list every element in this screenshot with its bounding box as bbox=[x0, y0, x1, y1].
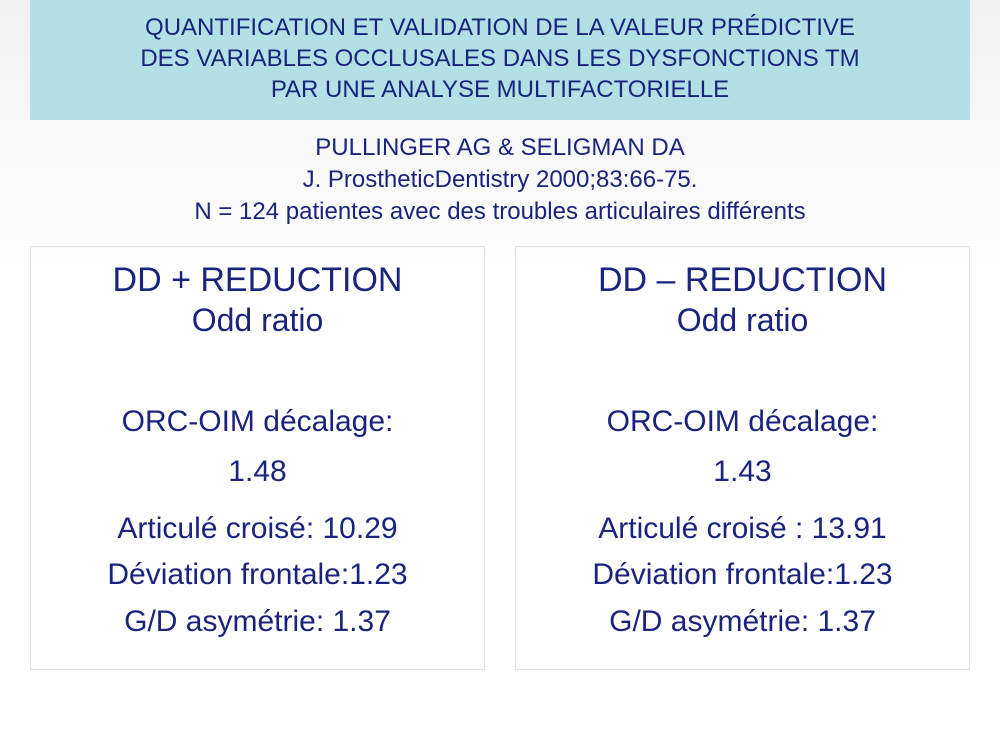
left-heading: DD + REDUCTION bbox=[41, 261, 474, 300]
right-sub: Odd ratio bbox=[526, 302, 959, 339]
sample: N = 124 patientes avec des troubles arti… bbox=[0, 198, 1000, 226]
title-line1: QUANTIFICATION ET VALIDATION DE LA VALEU… bbox=[40, 12, 960, 43]
right-orc-label: ORC-OIM décalage: bbox=[526, 399, 959, 446]
right-heading: DD – REDUCTION bbox=[526, 261, 959, 300]
left-asym: G/D asymétrie: 1.37 bbox=[41, 599, 474, 646]
title-line2: DES VARIABLES OCCLUSALES DANS LES DYSFON… bbox=[40, 43, 960, 74]
left-orc-label: ORC-OIM décalage: bbox=[41, 399, 474, 446]
title-line3: PAR UNE ANALYSE MULTIFACTORIELLE bbox=[40, 74, 960, 105]
right-deviation: Déviation frontale:1.23 bbox=[526, 552, 959, 599]
columns: DD + REDUCTION Odd ratio ORC-OIM décalag… bbox=[30, 246, 970, 671]
citation-block: PULLINGER AG & SELIGMAN DA J. Prosthetic… bbox=[0, 134, 1000, 226]
left-deviation: Déviation frontale:1.23 bbox=[41, 552, 474, 599]
authors: PULLINGER AG & SELIGMAN DA bbox=[0, 134, 1000, 162]
left-articule: Articulé croisé: 10.29 bbox=[41, 506, 474, 553]
left-orc-value: 1.48 bbox=[41, 449, 474, 496]
slide: QUANTIFICATION ET VALIDATION DE LA VALEU… bbox=[0, 0, 1000, 743]
right-orc-value: 1.43 bbox=[526, 449, 959, 496]
left-panel: DD + REDUCTION Odd ratio ORC-OIM décalag… bbox=[30, 246, 485, 671]
right-articule: Articulé croisé : 13.91 bbox=[526, 506, 959, 553]
journal: J. ProstheticDentistry 2000;83:66-75. bbox=[0, 166, 1000, 194]
right-asym: G/D asymétrie: 1.37 bbox=[526, 599, 959, 646]
right-panel: DD – REDUCTION Odd ratio ORC-OIM décalag… bbox=[515, 246, 970, 671]
title-banner: QUANTIFICATION ET VALIDATION DE LA VALEU… bbox=[30, 0, 970, 120]
left-sub: Odd ratio bbox=[41, 302, 474, 339]
